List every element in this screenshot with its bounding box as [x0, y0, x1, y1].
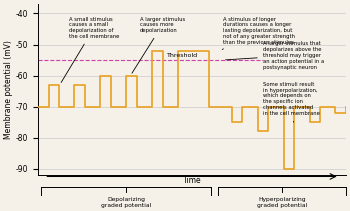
Text: A larger stimulus
causes more
depolarization: A larger stimulus causes more depolariza…	[132, 17, 185, 73]
Text: Depolarizing
graded potential: Depolarizing graded potential	[101, 197, 152, 208]
Y-axis label: Membrane potential (mV): Membrane potential (mV)	[4, 40, 13, 139]
Text: A stimulus of longer
durations causes a longer
lasting depolarization, but
not o: A stimulus of longer durations causes a …	[222, 17, 295, 49]
Text: Some stimuli result
in hyperpolarization,
which depends on
the specific ion
chan: Some stimuli result in hyperpolarization…	[263, 82, 320, 122]
Text: Hyperpolarizing
graded potential: Hyperpolarizing graded potential	[257, 197, 307, 208]
Text: Time: Time	[183, 176, 201, 185]
Text: Threshold: Threshold	[167, 53, 198, 58]
Text: A small stimulus
causes a small
depolarization of
the cell membrane: A small stimulus causes a small depolari…	[61, 17, 119, 83]
Text: A larger stimulus that
depolarizes above the
threshold may trigger
an action pot: A larger stimulus that depolarizes above…	[225, 41, 324, 70]
